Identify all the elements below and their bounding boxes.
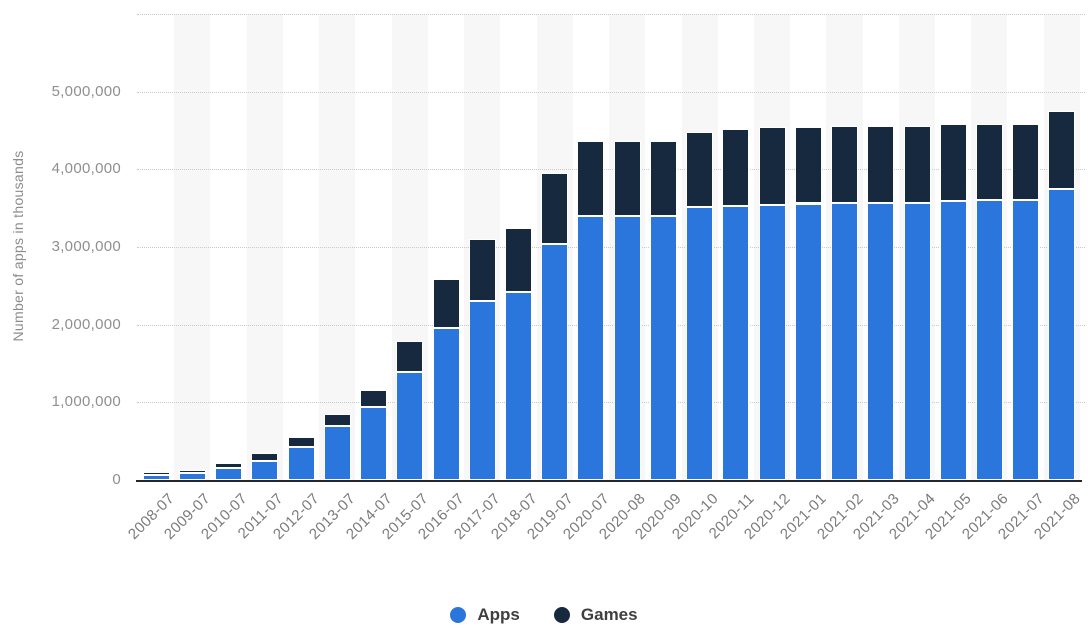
bar-apps-2017-07[interactable] (468, 301, 496, 480)
bar-apps-2016-07[interactable] (432, 327, 460, 480)
bar-apps-2020-11[interactable] (722, 205, 750, 480)
bar-apps-2019-07[interactable] (541, 243, 569, 480)
bar-games-2020-10[interactable] (686, 132, 714, 208)
bar-apps-2018-07[interactable] (504, 291, 532, 480)
gridline (137, 247, 1085, 248)
y-axis-tick-label: 3,000,000 (51, 238, 121, 255)
y-axis-tick-label: 4,000,000 (51, 160, 121, 178)
bar-games-2008-07[interactable] (142, 471, 170, 476)
bar-games-2020-08[interactable] (613, 141, 641, 216)
bar-games-2021-03[interactable] (867, 126, 895, 204)
legend-label-apps: Apps (477, 605, 520, 624)
bar-apps-2012-07[interactable] (287, 447, 315, 480)
bar-apps-2020-08[interactable] (613, 215, 641, 480)
bar-games-2012-07[interactable] (287, 437, 315, 447)
bar-apps-2021-02[interactable] (831, 202, 858, 480)
y-axis-tick-label: 5,000,000 (51, 82, 121, 100)
bar-games-2021-02[interactable] (831, 126, 858, 203)
gridline (137, 169, 1085, 171)
bar-games-2021-07[interactable] (1012, 124, 1040, 201)
bar-apps-2015-07[interactable] (396, 372, 424, 480)
y-axis-tick-label: 2,000,000 (51, 315, 121, 333)
bar-apps-2020-12[interactable] (758, 204, 786, 480)
bar-games-2021-08[interactable] (1048, 111, 1076, 190)
bar-games-2018-07[interactable] (504, 227, 532, 292)
legend-item-games[interactable]: Games (553, 605, 638, 625)
bar-apps-2008-07[interactable] (142, 475, 170, 480)
bar-games-2020-12[interactable] (758, 127, 786, 205)
bar-apps-2021-08[interactable] (1048, 189, 1076, 480)
bar-apps-2009-07[interactable] (178, 473, 206, 480)
bar-games-2021-04[interactable] (903, 126, 931, 203)
bar-apps-2013-07[interactable] (323, 426, 351, 480)
bar-games-2014-07[interactable] (360, 389, 387, 407)
bar-games-2011-07[interactable] (251, 452, 279, 461)
bar-apps-2021-01[interactable] (794, 203, 822, 480)
bar-apps-2021-03[interactable] (867, 203, 895, 480)
bar-apps-2020-10[interactable] (686, 207, 714, 480)
bar-apps-2011-07[interactable] (251, 461, 279, 480)
bar-games-2016-07[interactable] (432, 279, 460, 328)
bar-games-2009-07[interactable] (178, 469, 206, 474)
bar-games-2021-05[interactable] (939, 124, 967, 202)
bar-apps-2021-05[interactable] (939, 201, 967, 480)
bar-games-2013-07[interactable] (323, 414, 351, 426)
bar-games-2021-01[interactable] (794, 126, 822, 204)
games-series-marker-icon (553, 607, 570, 623)
bar-apps-2010-07[interactable] (215, 467, 243, 480)
gridline (137, 324, 1085, 326)
apps-series-marker-icon (450, 607, 467, 623)
legend: Apps Games (0, 605, 1088, 625)
bar-games-2020-11[interactable] (722, 129, 750, 206)
gridline (137, 91, 1085, 93)
gridline (137, 402, 1085, 404)
bar-games-2015-07[interactable] (396, 341, 424, 373)
bar-apps-2014-07[interactable] (360, 406, 387, 480)
legend-label-games: Games (580, 605, 638, 624)
bar-games-2020-09[interactable] (649, 141, 677, 216)
y-axis-tick-label: 1,000,000 (51, 393, 121, 411)
bar-games-2017-07[interactable] (468, 238, 496, 301)
bar-games-2020-07[interactable] (577, 141, 605, 216)
gridline (137, 14, 1085, 15)
x-axis-line (136, 480, 1082, 482)
y-axis-tick-label: 0 (112, 471, 121, 488)
bar-games-2021-06[interactable] (975, 124, 1003, 201)
bar-games-2010-07[interactable] (215, 463, 243, 468)
bar-apps-2021-06[interactable] (975, 200, 1003, 480)
bar-apps-2020-09[interactable] (649, 215, 677, 480)
legend-item-apps[interactable]: Apps (450, 605, 520, 625)
bar-apps-2020-07[interactable] (577, 215, 605, 480)
bar-games-2019-07[interactable] (541, 173, 569, 244)
bar-apps-2021-07[interactable] (1012, 200, 1040, 480)
bar-apps-2021-04[interactable] (903, 202, 931, 480)
